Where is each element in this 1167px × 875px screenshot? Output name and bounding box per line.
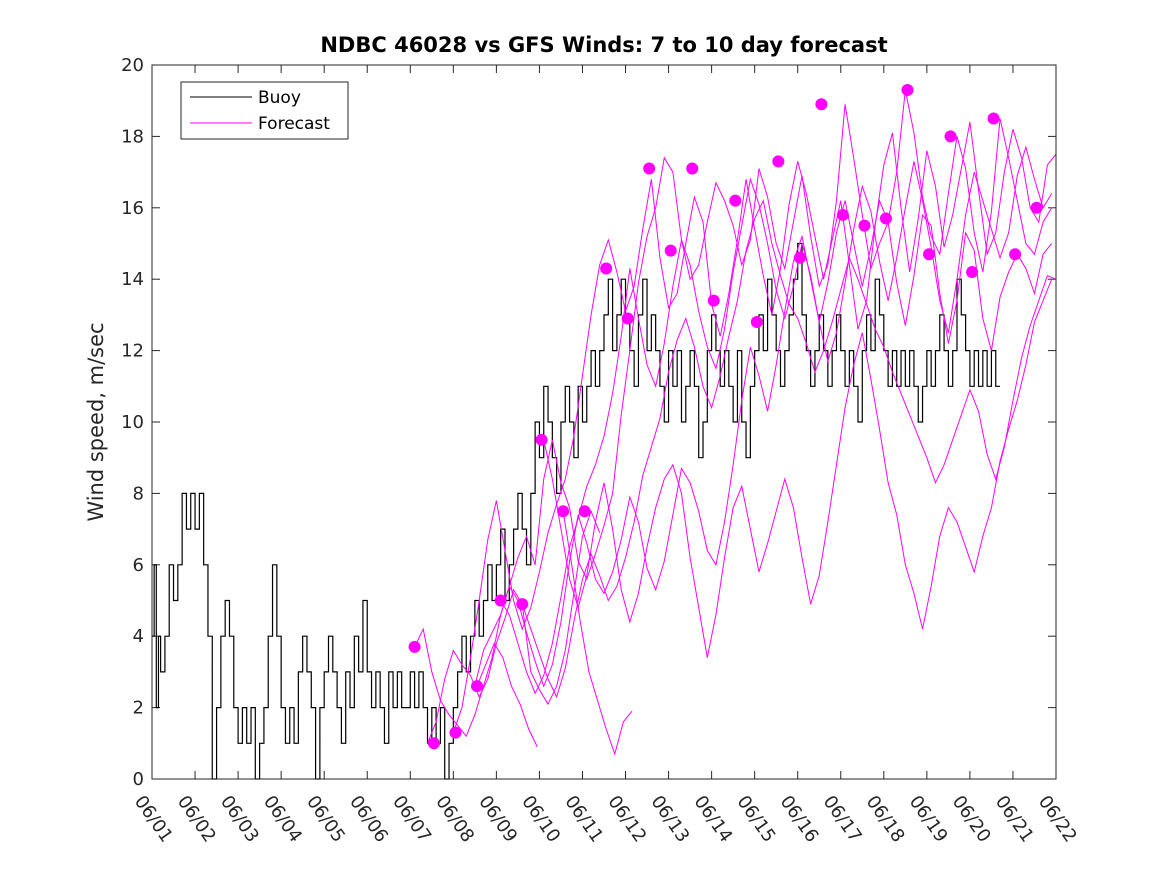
- legend-forecast-label: Forecast: [258, 114, 330, 134]
- forecast-marker: [793, 251, 806, 264]
- forecast-marker: [815, 98, 828, 111]
- forecast-marker: [578, 505, 591, 518]
- forecast-line: [414, 89, 1053, 738]
- y-tick-label: 2: [133, 698, 144, 719]
- chart-title: NDBC 46028 vs GFS Winds: 7 to 10 day for…: [320, 33, 887, 57]
- forecast-marker: [707, 294, 720, 307]
- y-tick-label: 16: [121, 198, 144, 219]
- forecast-line: [474, 198, 1053, 688]
- forecast-marker: [966, 266, 979, 279]
- forecast-marker: [621, 312, 634, 325]
- y-tick-label: 18: [121, 126, 144, 147]
- forecast-marker: [600, 262, 613, 275]
- forecast-marker: [923, 248, 936, 261]
- forecast-marker: [858, 219, 871, 232]
- forecast-marker: [449, 726, 462, 739]
- forecast-marker: [535, 433, 548, 446]
- forecast-marker: [987, 112, 1000, 125]
- legend-buoy-label: Buoy: [258, 88, 301, 108]
- y-tick-label: 12: [121, 341, 144, 362]
- y-tick-label: 14: [121, 269, 144, 290]
- forecast-marker: [686, 162, 699, 175]
- y-axis-label: Wind speed, m/sec: [84, 322, 108, 521]
- forecast-marker: [901, 83, 914, 96]
- forecast-marker: [516, 598, 529, 611]
- forecast-line: [476, 642, 538, 748]
- forecast-marker: [879, 212, 892, 225]
- forecast-marker: [664, 244, 677, 257]
- forecast-marker: [772, 155, 785, 168]
- legend-box: [180, 81, 349, 140]
- forecast-markers: [408, 83, 1043, 750]
- forecast-marker: [471, 680, 484, 693]
- forecast-marker: [557, 505, 570, 518]
- forecast-marker: [750, 316, 763, 329]
- y-tick-label: 20: [121, 55, 144, 76]
- forecast-marker: [1009, 248, 1022, 261]
- forecast-line: [500, 145, 1053, 695]
- forecast-line: [521, 199, 1057, 699]
- forecast-marker: [944, 130, 957, 143]
- forecast-marker: [494, 594, 507, 607]
- y-tick-label: 8: [133, 483, 144, 504]
- y-tick-label: 10: [121, 412, 144, 433]
- forecast-line: [562, 511, 633, 756]
- forecast-line: [427, 509, 601, 744]
- forecast-marker: [427, 737, 440, 750]
- forecast-marker: [1030, 201, 1043, 214]
- forecast-marker: [643, 162, 656, 175]
- forecast-line: [543, 279, 1053, 658]
- plot-frame: [151, 64, 1057, 780]
- forecast-marker: [836, 208, 849, 221]
- y-tick-labels: 0 2 4 6 8 10 12 14 16 18 20: [121, 55, 144, 790]
- y-tick-label: 4: [133, 626, 144, 647]
- y-tick-label: 6: [133, 555, 144, 576]
- forecast-line: [452, 122, 1057, 733]
- legend: Buoy Forecast: [180, 81, 349, 140]
- forecast-marker: [408, 640, 421, 653]
- forecast-marker: [729, 194, 742, 207]
- y-tick-label: 0: [133, 769, 144, 790]
- buoy-line: [152, 242, 1001, 780]
- forecast-series-group: [414, 89, 1057, 756]
- buoy-series: [152, 242, 1001, 780]
